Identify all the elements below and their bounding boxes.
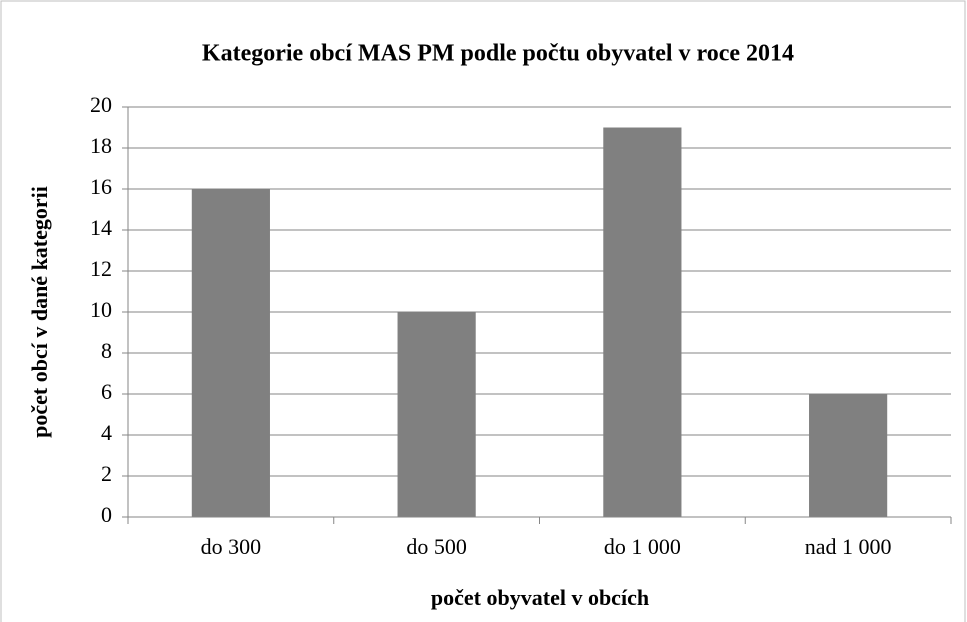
y-tick-label: 20 bbox=[90, 92, 112, 117]
y-tick-label: 18 bbox=[90, 133, 112, 158]
x-tick-label: nad 1 000 bbox=[805, 534, 892, 559]
y-tick-label: 16 bbox=[90, 174, 112, 199]
y-tick-label: 6 bbox=[101, 379, 112, 404]
y-tick-label: 4 bbox=[101, 420, 112, 445]
y-tick-label: 10 bbox=[90, 297, 112, 322]
bar bbox=[191, 189, 270, 517]
y-tick-label: 2 bbox=[101, 461, 112, 486]
y-tick-label: 0 bbox=[101, 502, 112, 527]
x-tick-label: do 1 000 bbox=[604, 534, 681, 559]
bar bbox=[809, 394, 888, 517]
chart-title: Kategorie obcí MAS PM podle počtu obyvat… bbox=[202, 41, 794, 67]
bar bbox=[603, 127, 682, 517]
x-axis-label: počet obyvatel v obcích bbox=[431, 585, 649, 610]
y-tick-label: 8 bbox=[101, 338, 112, 363]
y-axis-label: počet obcí v dané kategorii bbox=[27, 186, 52, 438]
y-tick-label: 12 bbox=[90, 256, 112, 281]
x-tick-label: do 500 bbox=[406, 534, 467, 559]
bar bbox=[397, 312, 476, 517]
y-tick-label: 14 bbox=[90, 215, 112, 240]
x-tick-label: do 300 bbox=[201, 534, 262, 559]
